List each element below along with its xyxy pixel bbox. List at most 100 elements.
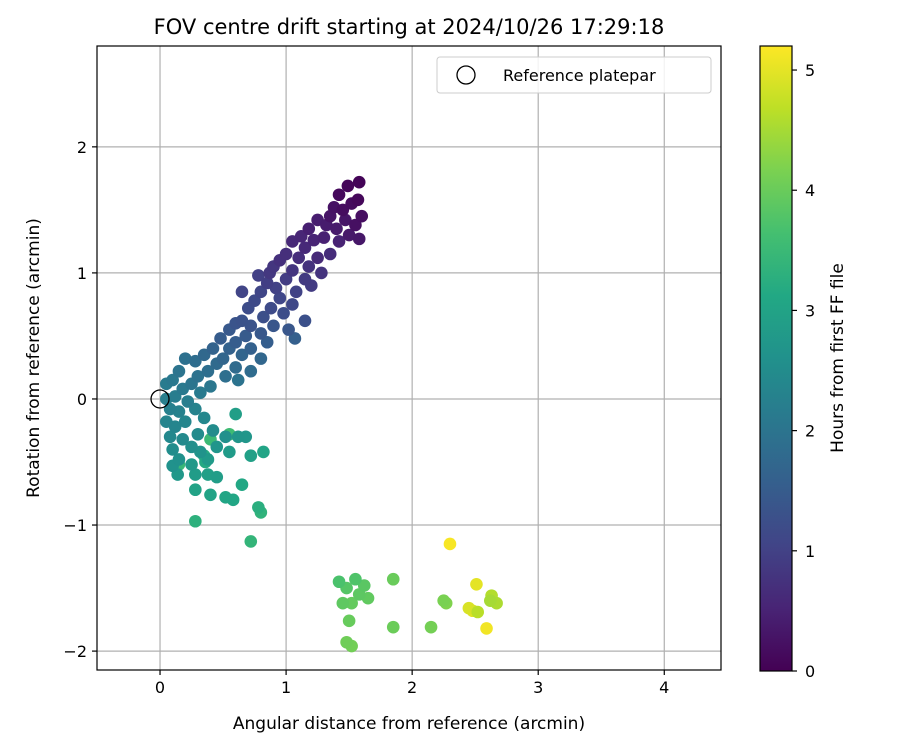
colorbar-tick-label: 3 <box>805 301 815 320</box>
data-point <box>191 427 205 441</box>
plot-border <box>96 45 722 671</box>
data-point <box>231 430 245 444</box>
data-point <box>345 596 358 610</box>
data-points <box>160 175 503 653</box>
y-tick-label: −1 <box>63 516 87 535</box>
colorbar <box>759 45 793 672</box>
data-point <box>189 354 202 368</box>
data-point <box>437 594 450 607</box>
data-point <box>292 251 305 265</box>
data-point <box>257 310 270 324</box>
data-point <box>235 478 249 491</box>
data-point <box>244 342 258 355</box>
data-point <box>352 175 366 189</box>
data-point <box>178 352 192 365</box>
data-point <box>219 430 232 444</box>
data-point <box>341 179 355 193</box>
data-point <box>351 193 365 207</box>
data-point <box>315 266 328 280</box>
data-point <box>339 213 352 227</box>
data-point <box>311 251 324 265</box>
colorbar-label: Hours from first FF file <box>828 263 848 453</box>
data-point <box>194 386 207 399</box>
data-point <box>332 235 346 248</box>
x-tick-label: 2 <box>407 678 417 697</box>
data-point <box>204 488 217 502</box>
data-point <box>298 241 312 254</box>
data-point <box>235 348 249 362</box>
data-point <box>244 535 258 548</box>
colorbar-tick-label: 1 <box>805 542 815 561</box>
data-point <box>288 332 302 345</box>
y-tick-label: 2 <box>77 138 87 157</box>
colorbar-tick-label: 4 <box>805 181 815 200</box>
legend-box <box>436 56 712 94</box>
data-point <box>289 285 303 299</box>
data-point <box>273 291 287 305</box>
chart-title: FOV centre drift starting at 2024/10/26 … <box>154 15 665 39</box>
data-point <box>201 364 215 378</box>
data-point <box>197 348 211 362</box>
data-point <box>302 222 316 236</box>
data-point <box>189 468 202 481</box>
data-point <box>223 445 236 459</box>
data-point <box>229 335 242 349</box>
grid <box>97 46 721 670</box>
x-axis-label: Angular distance from reference (arcmin) <box>233 714 585 734</box>
data-point <box>197 411 211 425</box>
data-point <box>210 470 224 484</box>
data-point <box>254 285 268 299</box>
x-tick-label: 1 <box>281 678 291 697</box>
data-point <box>254 352 268 365</box>
data-point <box>349 218 362 232</box>
data-point <box>424 620 438 634</box>
data-point <box>231 373 245 387</box>
reference-marker-layer <box>150 389 170 409</box>
data-point <box>260 335 274 349</box>
data-point <box>160 415 173 428</box>
data-point <box>317 231 331 244</box>
data-point <box>332 188 346 202</box>
colorbar-tick-label: 0 <box>805 662 815 681</box>
data-point <box>471 605 485 619</box>
data-point <box>257 445 270 459</box>
data-point <box>480 622 493 635</box>
data-point <box>204 380 217 393</box>
data-point <box>279 272 293 286</box>
data-point <box>298 314 312 328</box>
colorbar-tick-label: 5 <box>805 61 815 80</box>
axis-ticks: 0 1 2 3 4 −2 −1 0 1 2 <box>63 138 669 697</box>
data-point <box>206 342 220 355</box>
data-point <box>252 501 265 514</box>
data-point <box>336 203 350 217</box>
legend: Reference platepar <box>436 56 712 94</box>
data-point <box>219 369 232 383</box>
data-point <box>244 449 258 462</box>
data-point <box>172 453 186 466</box>
data-point <box>181 395 195 408</box>
colorbar-ticks: 0 1 2 3 4 5 <box>792 61 815 681</box>
data-point <box>298 272 312 286</box>
data-point <box>172 364 186 378</box>
data-point <box>342 228 356 242</box>
data-point <box>355 209 369 223</box>
y-tick-label: 1 <box>77 264 87 283</box>
data-point <box>286 298 299 311</box>
x-tick-label: 4 <box>659 678 669 697</box>
data-point <box>191 369 205 383</box>
colorbar-tick-label: 2 <box>805 422 815 441</box>
legend-marker-hollow-circle <box>456 65 476 85</box>
data-point <box>210 440 224 454</box>
data-point <box>235 285 249 299</box>
data-point <box>254 327 268 340</box>
data-point <box>176 433 190 446</box>
data-point <box>282 323 295 336</box>
data-point <box>323 247 337 261</box>
data-point <box>286 264 299 277</box>
data-point <box>185 440 198 454</box>
legend-label: Reference platepar <box>503 66 656 85</box>
data-point <box>277 306 290 320</box>
data-point <box>166 373 179 387</box>
data-point <box>214 332 227 345</box>
